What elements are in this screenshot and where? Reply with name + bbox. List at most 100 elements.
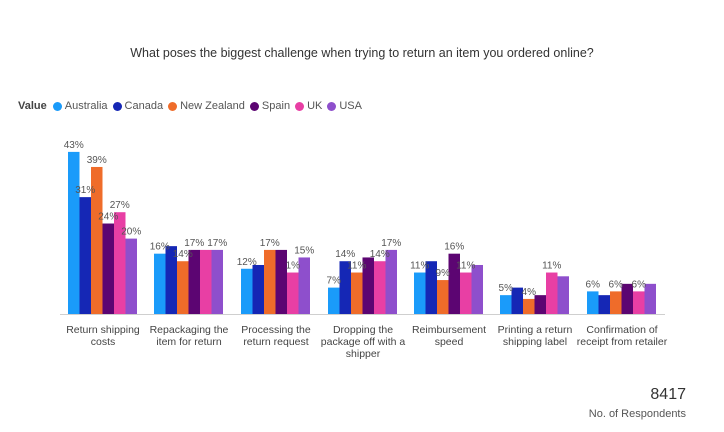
legend-swatch bbox=[168, 101, 178, 111]
bar-australia-0[interactable] bbox=[68, 151, 80, 314]
legend: Value Australia Canada New Zealand Spain UK U… bbox=[18, 100, 367, 112]
respondents-summary: 8417 No. of Respondents bbox=[589, 386, 686, 420]
value-label: 6% bbox=[609, 279, 624, 290]
value-label: 20% bbox=[121, 227, 141, 238]
category-label: Reimbursement speed bbox=[412, 324, 486, 348]
value-label: 5% bbox=[499, 283, 514, 294]
bar-usa-6[interactable] bbox=[644, 283, 657, 314]
bar-usa-0[interactable] bbox=[125, 238, 138, 314]
legend-items: Australia Canada New Zealand Spain UK USA bbox=[52, 100, 367, 112]
value-label: 11% bbox=[542, 261, 561, 272]
category-label: Return shipping costs bbox=[66, 324, 140, 348]
legend-label: UK bbox=[307, 100, 323, 112]
value-label: 6% bbox=[586, 279, 601, 290]
bar-australia-4[interactable] bbox=[414, 272, 426, 314]
legend-swatch bbox=[327, 101, 337, 111]
bar-australia-5[interactable] bbox=[500, 295, 512, 314]
bar-uk-0[interactable] bbox=[114, 212, 126, 314]
bar-new-zealand-2[interactable] bbox=[264, 249, 276, 314]
value-label: 14% bbox=[370, 249, 390, 260]
value-label: 11% bbox=[410, 261, 429, 272]
legend-label: Canada bbox=[124, 100, 164, 112]
bar-new-zealand-6[interactable] bbox=[610, 291, 622, 314]
bar-new-zealand-5[interactable] bbox=[523, 298, 535, 314]
bar-uk-2[interactable] bbox=[287, 272, 299, 314]
legend-label: Australia bbox=[64, 100, 108, 112]
value-label: 43% bbox=[64, 140, 84, 151]
respondents-count: 8417 bbox=[650, 386, 686, 403]
value-label: 4% bbox=[522, 287, 537, 298]
value-label: 27% bbox=[110, 200, 130, 211]
legend-item-new-zealand[interactable]: New Zealand bbox=[168, 100, 245, 112]
legend-item-usa[interactable]: USA bbox=[327, 100, 362, 112]
legend-label: New Zealand bbox=[180, 100, 245, 112]
bar-usa-1[interactable] bbox=[211, 249, 224, 314]
bar-canada-5[interactable] bbox=[511, 287, 524, 314]
bar-australia-1[interactable] bbox=[154, 253, 166, 314]
value-label: 15% bbox=[294, 245, 314, 256]
bar-usa-4[interactable] bbox=[471, 264, 484, 314]
value-label: 17% bbox=[184, 238, 204, 249]
value-label: 6% bbox=[632, 279, 647, 290]
bar-australia-2[interactable] bbox=[241, 268, 253, 314]
legend-label: USA bbox=[339, 100, 362, 112]
value-label: 7% bbox=[327, 276, 342, 287]
bar-spain-1[interactable] bbox=[188, 249, 201, 314]
value-label: 14% bbox=[335, 249, 355, 260]
bar-canada-2[interactable] bbox=[252, 264, 265, 314]
category-label: Dropping the package off with a shipper bbox=[321, 324, 406, 360]
value-label: 12% bbox=[237, 257, 257, 268]
bar-new-zealand-1[interactable] bbox=[177, 261, 189, 314]
legend-swatch bbox=[112, 101, 122, 111]
legend-item-australia[interactable]: Australia bbox=[52, 100, 108, 112]
bar-uk-4[interactable] bbox=[460, 272, 472, 314]
bar-usa-5[interactable] bbox=[557, 276, 570, 314]
bar-spain-2[interactable] bbox=[275, 249, 288, 314]
bar-australia-6[interactable] bbox=[587, 291, 599, 314]
legend-title: Value bbox=[18, 100, 47, 112]
value-label: 11% bbox=[456, 261, 475, 272]
bar-spain-5[interactable] bbox=[534, 295, 547, 314]
legend-item-uk[interactable]: UK bbox=[295, 100, 322, 112]
legend-item-spain[interactable]: Spain bbox=[249, 100, 291, 112]
bar-canada-1[interactable] bbox=[165, 246, 178, 314]
category-label: Repackaging the item for return bbox=[150, 324, 229, 348]
bar-canada-6[interactable] bbox=[598, 295, 611, 314]
respondents-label: No. of Respondents bbox=[588, 408, 686, 420]
value-label: 17% bbox=[207, 238, 227, 249]
legend-swatch bbox=[52, 101, 62, 111]
value-label: 16% bbox=[444, 242, 464, 253]
bar-uk-1[interactable] bbox=[200, 249, 212, 314]
legend-swatch bbox=[249, 101, 259, 111]
bar-uk-3[interactable] bbox=[374, 261, 386, 314]
bar-spain-3[interactable] bbox=[362, 257, 375, 314]
bars-group bbox=[68, 151, 657, 314]
bar-spain-4[interactable] bbox=[448, 253, 461, 314]
value-label: 11% bbox=[347, 261, 366, 272]
bar-canada-4[interactable] bbox=[425, 261, 438, 314]
legend-label: Spain bbox=[261, 100, 291, 112]
value-label: 9% bbox=[436, 268, 451, 279]
legend-item-canada[interactable]: Canada bbox=[112, 100, 164, 112]
bar-new-zealand-3[interactable] bbox=[351, 272, 363, 314]
chart-title: What poses the biggest challenge when tr… bbox=[130, 46, 594, 60]
bar-canada-0[interactable] bbox=[79, 197, 92, 314]
value-label: 17% bbox=[381, 238, 401, 249]
value-label: 39% bbox=[87, 155, 107, 166]
bar-new-zealand-4[interactable] bbox=[437, 280, 449, 314]
category-label: Confirmation of receipt from retailer bbox=[577, 324, 668, 348]
bar-spain-0[interactable] bbox=[102, 223, 115, 314]
bar-usa-3[interactable] bbox=[385, 249, 398, 314]
bar-spain-6[interactable] bbox=[621, 283, 634, 314]
value-label: 1% bbox=[286, 261, 301, 272]
bar-canada-3[interactable] bbox=[339, 261, 352, 314]
bar-uk-6[interactable] bbox=[633, 291, 645, 314]
category-labels-group: Return shipping costs Repackaging the item … bbox=[66, 324, 667, 360]
bar-usa-2[interactable] bbox=[298, 257, 311, 314]
value-label: 24% bbox=[98, 212, 118, 223]
bar-australia-3[interactable] bbox=[328, 287, 340, 314]
value-label: 16% bbox=[150, 242, 170, 253]
bar-uk-5[interactable] bbox=[546, 272, 558, 314]
bar-new-zealand-0[interactable] bbox=[91, 166, 103, 314]
